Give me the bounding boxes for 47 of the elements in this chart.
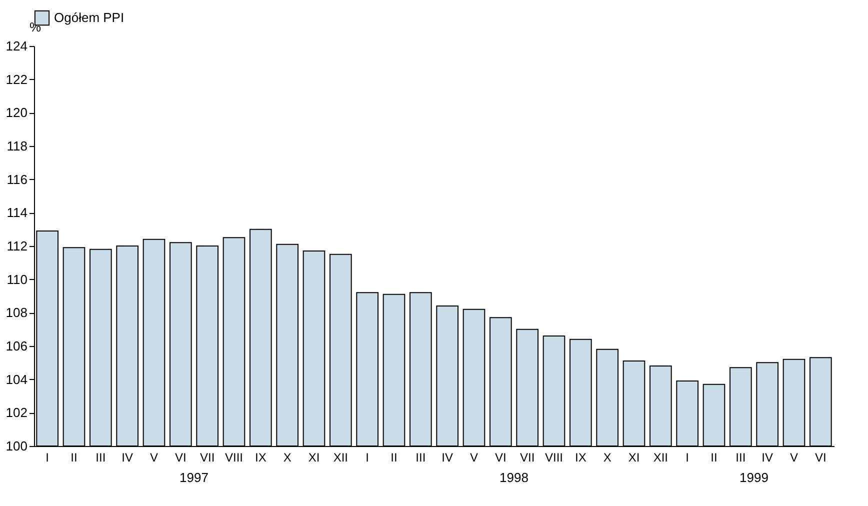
x-tick-label: X [603,450,612,464]
y-tick-label: 118 [6,138,28,154]
y-tick-label: 124 [6,38,28,54]
text: 1998 [500,470,528,485]
x-tick-label: VII [200,450,215,464]
legend-label: Ogółem PPI [54,10,124,25]
y-tick-label: 122 [6,72,28,87]
x-tick-label: IX [574,450,586,464]
y-tick-label: 114 [6,205,28,220]
x-tick-label: III [416,450,426,464]
x-tick-label: II [710,450,718,464]
x-tick-label: VIII [224,450,244,464]
x-tick-label: III [96,450,106,464]
y-tick-label: 120 [6,105,28,120]
y-tick-label: 110 [6,272,28,287]
text: 1997 [180,470,208,485]
x-tick-label: I [686,450,690,464]
y-tick-label: 104 [6,372,28,387]
y-tick-label: 102 [6,405,28,420]
x-tick-label: VII [520,450,535,464]
x-tick-label: VI [494,450,506,464]
x-tick-label: VI [814,450,826,464]
x-tick-label: IV [122,450,134,464]
x-tick-label: XII [653,450,668,464]
x-tick-label: IV [442,450,454,464]
y-tick-label: 106 [6,338,28,354]
x-tick-label: XI [308,450,320,464]
x-tick-label: V [470,450,478,464]
x-tick-label: III [736,450,746,464]
x-tick-label: XI [628,450,640,464]
y-tick-label: 116 [6,172,28,187]
y-tick-label: 112 [6,238,28,254]
y-tick-label: 100 [6,438,28,454]
x-tick-label: II [390,450,398,464]
x-tick-label: V [790,450,798,464]
x-tick-label: VIII [544,450,564,464]
x-tick-label: IX [254,450,266,464]
x-tick-label: V [150,450,158,464]
x-tick-label: I [46,450,50,464]
x-tick-label: VI [174,450,186,464]
x-tick-label: XII [333,450,348,464]
x-tick-label: II [70,450,78,464]
x-tick-label: X [283,450,292,464]
text: 1999 [740,470,768,485]
y-tick-label: 108 [6,305,28,320]
x-tick-label: IV [762,450,774,464]
x-tick-label: I [366,450,370,464]
